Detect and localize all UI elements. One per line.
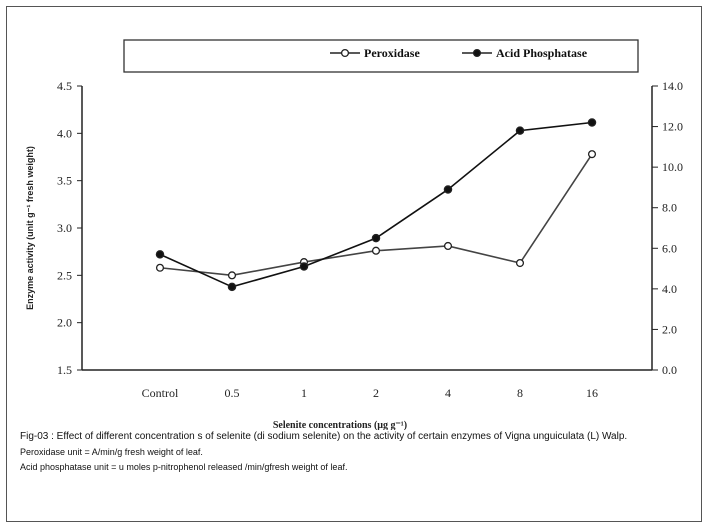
series-point-2 <box>371 233 381 243</box>
peroxidase-unit-note: Peroxidase unit = A/min/g fresh weight o… <box>20 447 203 457</box>
legend-box <box>123 39 639 73</box>
left-y-tick-label: 3.0 <box>57 221 72 235</box>
series-point-2 <box>587 118 597 127</box>
y-axis-label: Enzyme activity (unit g⁻¹ fresh weight) <box>25 146 35 310</box>
series-point-2 <box>299 262 309 271</box>
series-point-2 <box>155 250 165 259</box>
right-y-tick-label: 6.0 <box>662 241 677 255</box>
right-y-tick-label: 2.0 <box>662 322 677 336</box>
right-y-tick-label: 12.0 <box>662 120 683 134</box>
legend-label-2: Acid Phosphatase <box>496 46 588 60</box>
x-tick-label: 4 <box>445 386 451 400</box>
series-point-1 <box>515 258 525 268</box>
left-y-tick-label: 2.0 <box>57 316 72 330</box>
left-y-tick-label: 4.5 <box>57 79 72 93</box>
series-point-1 <box>155 263 165 272</box>
series-point-1 <box>227 271 237 280</box>
left-y-tick-label: 4.0 <box>57 126 72 140</box>
series-point-2 <box>227 282 237 292</box>
series-point-2 <box>515 126 525 135</box>
figure-caption-text: Fig-03 : Effect of different concentrati… <box>20 431 628 442</box>
right-y-tick-label: 4.0 <box>662 282 677 296</box>
left-y-tick-label: 2.5 <box>57 268 72 282</box>
legend-label-1: Peroxidase <box>364 46 420 60</box>
x-axis-label: Selenite concentrations (µg g⁻¹) <box>273 420 407 430</box>
x-tick-label: 0.5 <box>225 386 240 400</box>
left-y-tick-label: 1.5 <box>57 363 72 377</box>
figure-frame <box>6 6 702 522</box>
x-tick-label: 2 <box>373 386 379 400</box>
x-tick-label: 16 <box>586 386 598 400</box>
series-point-1 <box>443 241 453 251</box>
left-y-tick-label: 3.5 <box>57 174 72 188</box>
legend-marker-2 <box>472 48 482 58</box>
right-y-tick-label: 8.0 <box>662 201 677 215</box>
phosphatase-unit-note: Acid phosphatase unit = u moles p-nitrop… <box>20 462 348 472</box>
series-line-2 <box>159 121 593 288</box>
right-y-tick-label: 0.0 <box>662 363 677 377</box>
figure-caption: Fig-03 : Effect of different concentrati… <box>20 430 692 477</box>
x-tick-label: Control <box>142 386 179 400</box>
series-point-2 <box>443 185 453 194</box>
series-line-1 <box>159 153 593 277</box>
right-y-tick-label: 10.0 <box>662 160 683 174</box>
x-tick-label: 8 <box>517 386 523 400</box>
legend-marker-1 <box>340 48 350 58</box>
x-tick-label: 1 <box>301 386 307 400</box>
right-y-tick-label: 14.0 <box>662 79 683 93</box>
series-point-1 <box>371 246 381 255</box>
line-chart: 1.5 2.0 2.5 3.0 3.5 4.0 4.5 0.0 2.0 4.0 6.0 8.0 10.0… <box>25 39 683 430</box>
series-point-1 <box>587 150 597 159</box>
